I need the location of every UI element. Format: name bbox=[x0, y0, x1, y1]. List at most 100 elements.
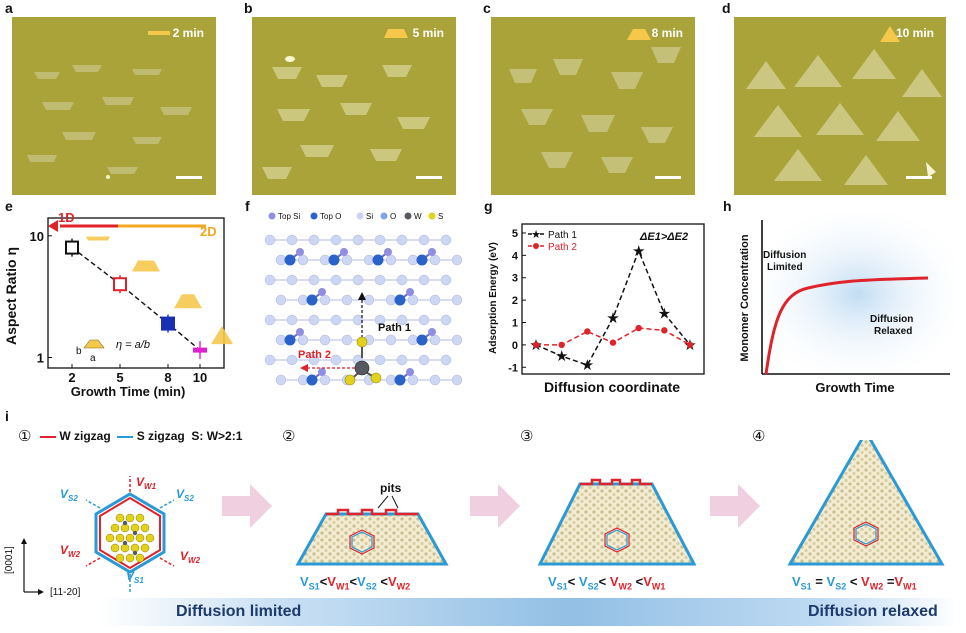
lattice-atom bbox=[440, 314, 452, 326]
velocity-s2-right-label: VS2 bbox=[176, 487, 194, 503]
top-si-atom bbox=[406, 368, 414, 376]
panel-label-h: h bbox=[723, 198, 732, 214]
velocity-s2-left-label: VS2 bbox=[60, 487, 78, 503]
panel-label-g: g bbox=[484, 198, 493, 214]
flake-shapes-c bbox=[509, 47, 681, 173]
path2-point bbox=[558, 341, 565, 349]
path2-point bbox=[532, 341, 540, 349]
lattice-atom bbox=[396, 234, 408, 246]
legend-label: Si bbox=[366, 212, 373, 221]
micrograph-b: 5 min bbox=[252, 17, 456, 195]
trapezoid-indicator-icon bbox=[384, 29, 408, 38]
lattice-atom bbox=[374, 234, 386, 246]
legend-s-zigzag: S zigzag bbox=[136, 429, 185, 443]
top-si-atom bbox=[340, 248, 348, 256]
diffusion-gradient-bar bbox=[100, 598, 956, 626]
growth-schematic: VW1 VS2 VS2 VW2 VW2 VS1 [0001] [11-20] p… bbox=[4, 440, 945, 598]
path1-star-point: ★ bbox=[581, 357, 594, 374]
y-tick-label: 4 bbox=[512, 250, 519, 262]
velocity-relation-stage4: VS1 = VS2 < VW2 =VW1 bbox=[792, 574, 917, 592]
lattice-atom bbox=[385, 254, 397, 266]
time-label-a: 2 min bbox=[172, 26, 204, 40]
x-axis-label: Diffusion coordinate bbox=[544, 379, 680, 395]
velocity-w2-left-label: VW2 bbox=[60, 543, 81, 559]
x-axis-label: Growth Time (min) bbox=[71, 384, 186, 399]
trapezoid-icon bbox=[174, 294, 202, 309]
lattice-atom bbox=[418, 274, 430, 286]
top-o-atom bbox=[394, 374, 406, 386]
plot-frame bbox=[47, 217, 225, 369]
legend-ratio: S: W>2:1 bbox=[191, 429, 243, 443]
velocity-relation-stage3: VS1< VS2< VW2 <VW1 bbox=[548, 574, 666, 592]
lattice-atom bbox=[451, 254, 463, 266]
legend-dot-icon bbox=[533, 243, 539, 249]
ws3-cluster bbox=[344, 336, 382, 386]
region-label-relaxed-1: Diffusion bbox=[870, 314, 913, 325]
trend-line bbox=[71, 247, 201, 351]
lattice-atom bbox=[396, 274, 408, 286]
lattice-atom bbox=[341, 254, 353, 266]
pits-label: pits bbox=[380, 481, 402, 495]
lattice-atom bbox=[308, 274, 320, 286]
y-tick-label: 1 bbox=[37, 351, 44, 366]
lattice-atom bbox=[330, 314, 342, 326]
y-axis-label: Monomer Concentration bbox=[739, 234, 751, 361]
path2-point bbox=[584, 328, 591, 335]
top-o-atom bbox=[416, 334, 428, 346]
eta-definition: η = a/b bbox=[116, 339, 150, 351]
lattice-atom bbox=[297, 334, 309, 346]
box-marker bbox=[161, 316, 175, 331]
lattice-atom bbox=[286, 354, 298, 366]
lattice-atom bbox=[451, 294, 463, 306]
stage-number-1: ① bbox=[18, 428, 32, 445]
lattice-atom bbox=[352, 234, 364, 246]
diffusion-relaxed-label: Diffusion relaxed bbox=[808, 603, 938, 620]
micrograph-a: 2 min bbox=[12, 17, 216, 195]
flake-shapes-b bbox=[262, 56, 430, 179]
legend-swatch bbox=[268, 212, 276, 220]
trapezoid-icon bbox=[132, 260, 160, 272]
lattice-atom bbox=[429, 294, 441, 306]
path2-point bbox=[635, 324, 642, 332]
legend-label: Path 1 bbox=[548, 230, 577, 241]
y-tick-label: 1 bbox=[512, 318, 518, 330]
velocity-w2-right-label: VW2 bbox=[180, 549, 201, 565]
legend-swatch bbox=[380, 212, 388, 220]
box-marker bbox=[113, 277, 127, 292]
legend-swatch bbox=[404, 212, 412, 220]
stage-number-2: ② bbox=[282, 428, 296, 445]
lattice-atom bbox=[440, 234, 452, 246]
region-label-relaxed-2: Relaxed bbox=[874, 326, 912, 337]
panel-label-c: c bbox=[483, 0, 491, 16]
y-tick-label: 10 bbox=[30, 229, 44, 244]
legend-swatch bbox=[356, 212, 364, 220]
lattice-atom bbox=[286, 234, 298, 246]
stage4-triangle bbox=[787, 440, 945, 566]
lattice-atom bbox=[429, 334, 441, 346]
arrow-head-icon bbox=[48, 220, 58, 232]
top-si-atom bbox=[384, 248, 392, 256]
progress-arrow-icon bbox=[222, 484, 272, 528]
lattice-atom bbox=[264, 314, 276, 326]
lattice-atom bbox=[396, 354, 408, 366]
panel-label-f: f bbox=[245, 198, 250, 214]
x-axis-label: Growth Time bbox=[815, 380, 894, 395]
lattice-atom bbox=[308, 314, 320, 326]
path2-point bbox=[609, 339, 617, 346]
lattice-atom bbox=[352, 274, 364, 286]
box-marker bbox=[65, 240, 79, 255]
lattice-atom bbox=[451, 334, 463, 346]
legend-swatch bbox=[428, 212, 436, 220]
lattice-atom bbox=[264, 274, 276, 286]
lattice-atom bbox=[264, 354, 276, 366]
micrograph-d: 10 min bbox=[734, 17, 946, 195]
triangle-indicator-icon bbox=[880, 26, 900, 42]
path1-star-point: ★ bbox=[606, 310, 619, 327]
concentration-curve bbox=[764, 276, 929, 375]
trapezoid-indicator-icon bbox=[627, 29, 651, 40]
delta-e-annotation: ΔE1>ΔE2 bbox=[639, 231, 688, 243]
lattice-atom bbox=[418, 314, 430, 326]
trapezoid-icon bbox=[86, 236, 110, 241]
top-o-atom bbox=[416, 254, 428, 266]
path2-label: Path 2 bbox=[298, 349, 331, 361]
